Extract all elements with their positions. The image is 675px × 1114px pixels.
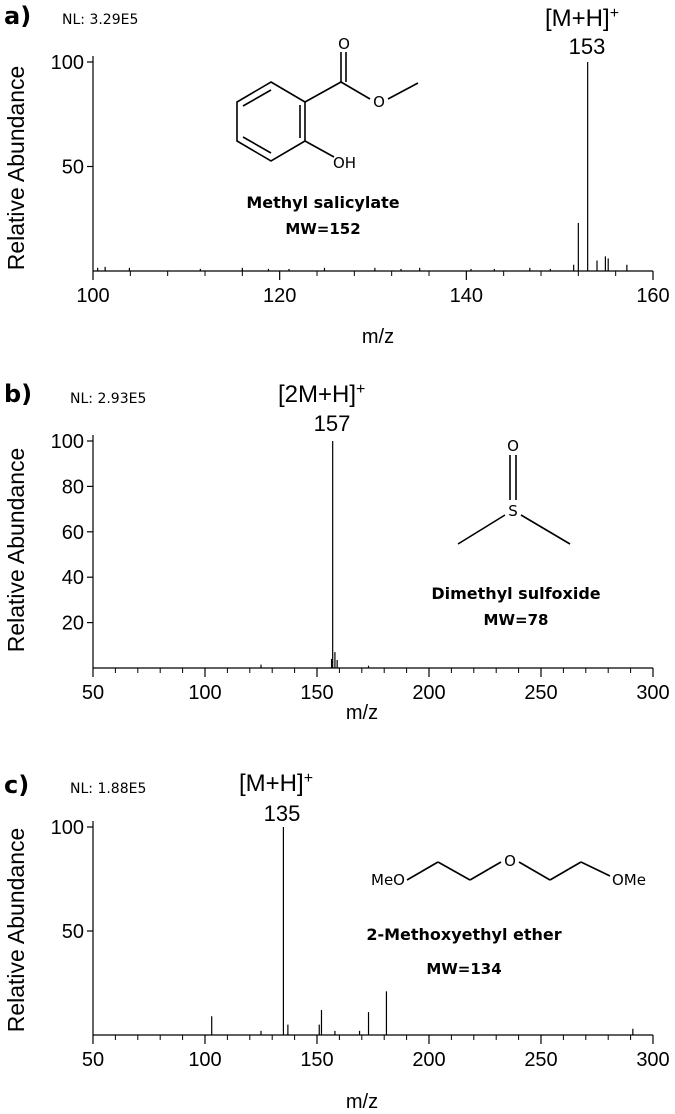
panel-label: b) <box>4 380 32 408</box>
atom-meo: MeO <box>371 871 405 889</box>
x-tick-label: 300 <box>636 682 669 704</box>
methyl-bond <box>520 514 571 545</box>
methyl-bond <box>387 82 419 100</box>
x-tick-label: 160 <box>636 285 669 307</box>
atom-o: O <box>507 437 519 455</box>
hydroxyl-bond <box>304 140 335 158</box>
x-tick-label: 100 <box>188 682 221 704</box>
x-tick-label: 50 <box>82 1049 104 1071</box>
ion-charge: + <box>356 381 365 398</box>
x-tick-label: 100 <box>188 1049 221 1071</box>
x-tick-label: 250 <box>524 1049 557 1071</box>
diglyme-structure <box>406 861 611 881</box>
nl-label: NL: 3.29E5 <box>62 12 138 28</box>
panel-c: c) NL: 1.88E5 Relative Abundance m/z [M+… <box>3 770 670 1113</box>
ion-annotation: [M+H]+ <box>239 770 313 797</box>
ether-bond <box>518 861 551 881</box>
atom-carbonyl-o: O <box>338 35 350 53</box>
dmso-structure <box>457 455 571 545</box>
y-tick-label: 100 <box>51 52 84 74</box>
ether-bond <box>549 861 582 881</box>
peak-mz-label: 157 <box>314 411 351 436</box>
y-tick-label: 20 <box>62 613 84 635</box>
x-tick-label: 150 <box>300 682 333 704</box>
atom-ester-o: O <box>373 93 385 111</box>
panel-label: a) <box>4 2 31 30</box>
peak-mz-label: 153 <box>569 34 606 59</box>
ion-annotation: [M+H]+ <box>545 5 619 32</box>
nl-label: NL: 2.93E5 <box>70 391 146 407</box>
y-tick-label: 60 <box>62 522 84 544</box>
x-tick-label: 140 <box>450 285 483 307</box>
compound-name: Dimethyl sulfoxide <box>431 584 600 603</box>
panel-b: b) NL: 2.93E5 Relative Abundance m/z [2M… <box>3 380 670 724</box>
y-tick-label: 40 <box>62 567 84 589</box>
y-axis-label: Relative Abundance <box>3 66 29 271</box>
x-axis-label: m/z <box>362 326 394 348</box>
ion-charge: + <box>610 5 619 22</box>
ether-bond <box>406 861 439 881</box>
x-tick-label: 100 <box>76 285 109 307</box>
ring-double-bond <box>242 89 272 107</box>
ion-charge: + <box>304 770 313 787</box>
x-tick-label: 250 <box>524 682 557 704</box>
benzene-ring <box>236 81 306 162</box>
panel-a: a) NL: 3.29E5 Relative Abundance m/z [M+… <box>3 2 670 348</box>
y-tick-label: 100 <box>51 431 84 453</box>
compound-name: Methyl salicylate <box>246 193 399 212</box>
x-tick-label: 200 <box>412 682 445 704</box>
compound-name: 2-Methoxyethyl ether <box>366 925 561 944</box>
methyl-bond <box>457 514 506 545</box>
atom-o: O <box>504 852 516 870</box>
methyl-salicylate-structure <box>236 52 419 162</box>
compound-mw: MW=78 <box>484 611 549 629</box>
x-tick-label: 50 <box>82 682 104 704</box>
compound-mw: MW=134 <box>426 960 501 978</box>
y-axis-label: Relative Abundance <box>3 828 29 1033</box>
ester-bond <box>340 81 371 100</box>
ion-formula: [2M+H] <box>278 381 356 408</box>
ether-bond <box>437 861 471 881</box>
ether-bond <box>469 861 502 881</box>
y-tick-label: 50 <box>62 157 84 179</box>
atom-oh: OH <box>333 154 356 172</box>
y-tick-label: 50 <box>62 921 84 943</box>
ring-double-bond <box>242 136 272 154</box>
y-axis-label: Relative Abundance <box>3 448 29 653</box>
compound-mw: MW=152 <box>285 220 360 238</box>
x-axis-label: m/z <box>346 1091 378 1113</box>
y-tick-label: 80 <box>62 476 84 498</box>
y-tick-label: 100 <box>51 817 84 839</box>
peak-mz-label: 135 <box>264 801 301 826</box>
nl-label: NL: 1.88E5 <box>70 781 146 797</box>
ion-annotation: [2M+H]+ <box>278 381 365 408</box>
x-axis-label: m/z <box>346 702 378 724</box>
x-tick-label: 150 <box>300 1049 333 1071</box>
ether-bond <box>580 861 611 877</box>
x-tick-label: 120 <box>263 285 296 307</box>
atom-s: S <box>508 502 518 520</box>
ion-formula: [M+H] <box>545 5 610 32</box>
ion-formula: [M+H] <box>239 770 304 797</box>
panel-label: c) <box>4 771 29 799</box>
x-tick-label: 300 <box>636 1049 669 1071</box>
carbonyl-bond <box>304 81 342 103</box>
x-tick-label: 200 <box>412 1049 445 1071</box>
atom-ome: OMe <box>612 871 646 889</box>
